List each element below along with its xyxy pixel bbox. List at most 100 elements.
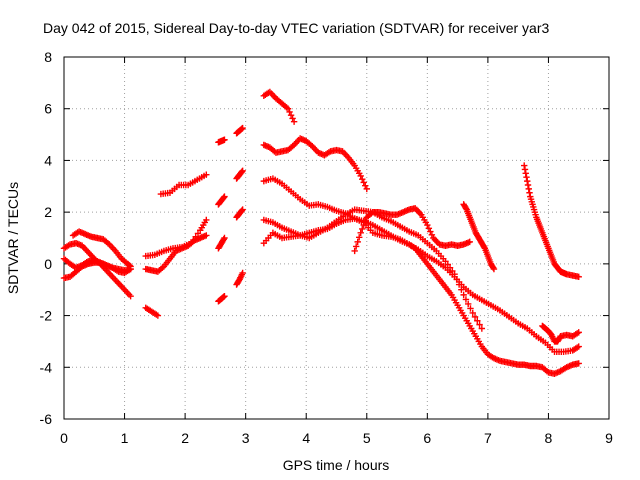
data-point	[220, 194, 227, 201]
data-point	[359, 225, 366, 233]
data-point	[575, 343, 582, 350]
series-trace-v	[351, 205, 473, 255]
series-trace-n	[233, 167, 246, 182]
data-point	[478, 325, 486, 332]
series-trace-s	[260, 175, 582, 377]
data-point	[221, 136, 228, 143]
series-trace-c	[60, 259, 134, 282]
data-point	[360, 221, 367, 229]
data-point	[194, 230, 202, 237]
data-point	[290, 118, 298, 125]
x-axis-label: GPS time / hours	[283, 457, 390, 473]
data-point	[575, 360, 582, 367]
x-tick-label: 6	[423, 430, 431, 446]
data-point	[526, 189, 533, 196]
x-tick-labels: 0 1 2 3 4 5 6 7 8 9	[60, 430, 613, 446]
data-point	[575, 329, 582, 336]
series-trace-j	[215, 193, 228, 208]
data-point	[354, 238, 361, 246]
x-tick-label: 5	[363, 430, 371, 446]
series-trace-k	[215, 234, 228, 252]
data-point	[427, 228, 434, 235]
x-tick-label: 9	[605, 430, 613, 446]
data-point	[359, 175, 366, 183]
series-trace-i	[215, 136, 228, 146]
x-tick-label: 4	[302, 430, 310, 446]
y-tick-label: 2	[44, 204, 52, 220]
data-point	[428, 231, 436, 238]
y-tick-labels: -6 -4 -2 0 2 4 6 8	[40, 49, 53, 427]
data-point	[462, 296, 470, 303]
series-trace-l	[215, 292, 228, 305]
data-point	[239, 167, 246, 174]
data-point	[362, 182, 369, 189]
data-point	[444, 261, 451, 268]
data-point	[362, 217, 369, 225]
data-point	[480, 243, 488, 251]
data-point	[220, 236, 227, 243]
data-point	[286, 108, 293, 116]
data-point	[466, 238, 473, 246]
series-trace-e	[142, 304, 162, 319]
data-point	[238, 207, 246, 214]
x-tick-label: 3	[242, 430, 250, 446]
data-point	[521, 166, 529, 173]
data-point	[524, 181, 532, 189]
data-point	[203, 171, 210, 178]
series-trace-y	[539, 322, 582, 345]
data-point	[471, 313, 479, 321]
data-point	[127, 292, 134, 300]
data-point	[238, 168, 246, 175]
data-point	[239, 269, 246, 277]
series-trace-h	[157, 171, 210, 198]
data-point	[187, 239, 195, 247]
data-point	[203, 232, 210, 239]
series-trace-q	[260, 88, 298, 125]
data-point	[190, 236, 197, 244]
data-points	[60, 88, 582, 377]
y-tick-label: 4	[44, 152, 52, 168]
x-tick-label: 8	[545, 430, 553, 446]
series-trace-x	[521, 162, 582, 280]
data-point	[203, 216, 210, 224]
x-tick-label: 0	[60, 430, 68, 446]
data-point	[474, 317, 481, 324]
series-trace-w	[460, 201, 498, 273]
y-tick-label: -6	[40, 411, 53, 427]
data-point	[490, 265, 498, 273]
y-axis-label: SDTVAR / TECUs	[5, 182, 21, 294]
data-point	[239, 124, 246, 132]
data-point	[289, 115, 296, 122]
data-point	[523, 174, 530, 181]
data-point	[476, 321, 483, 328]
data-point	[442, 258, 449, 265]
data-point	[424, 221, 431, 229]
data-point	[287, 111, 295, 119]
series-trace-p	[233, 269, 246, 288]
data-point	[521, 162, 528, 169]
series-trace-d	[69, 228, 134, 270]
data-point	[465, 300, 472, 308]
data-point	[460, 291, 467, 299]
data-point	[462, 205, 470, 212]
series-trace-g	[142, 216, 210, 260]
data-point	[192, 233, 199, 240]
data-point	[352, 243, 360, 250]
y-tick-label: 0	[44, 256, 52, 272]
data-point	[154, 312, 162, 319]
series-trace-o	[233, 206, 246, 221]
data-point	[522, 170, 529, 177]
data-point	[575, 273, 582, 280]
y-tick-label: -2	[40, 308, 53, 324]
data-point	[363, 185, 370, 193]
x-tick-label: 1	[121, 430, 129, 446]
data-point	[425, 225, 433, 232]
data-point	[357, 172, 364, 180]
data-point	[127, 263, 134, 270]
y-tick-label: 6	[44, 101, 52, 117]
data-point	[239, 206, 246, 213]
data-point	[221, 234, 228, 242]
data-point	[489, 264, 497, 271]
data-point	[356, 234, 363, 241]
